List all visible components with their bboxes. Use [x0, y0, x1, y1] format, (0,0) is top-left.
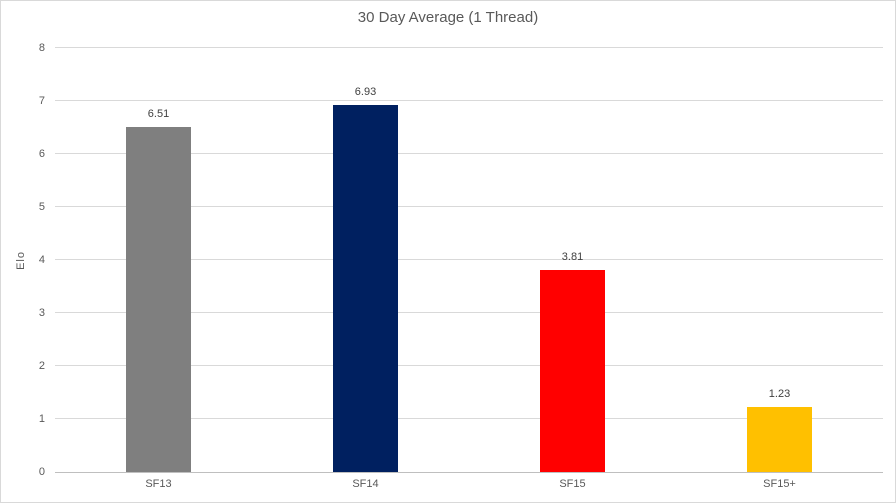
gridline-y-4: [55, 259, 883, 260]
gridline-y-7: [55, 100, 883, 101]
x-tick-label-sf14: SF14: [352, 478, 379, 490]
y-tick-label-4: 4: [38, 254, 45, 266]
gridline-y-5: [55, 206, 883, 207]
gridline-y-1: [55, 418, 883, 419]
chart-title: 30 Day Average (1 Thread): [357, 9, 539, 26]
gridline-y-3: [55, 312, 883, 313]
x-tick-label-sf13: SF13: [145, 478, 172, 490]
gridline-y-2: [55, 365, 883, 366]
y-tick-label-7: 7: [38, 95, 45, 107]
y-tick-label-1: 1: [38, 413, 45, 425]
x-tick-label-sf15: SF15: [559, 478, 586, 490]
y-tick-label-0: 0: [38, 466, 45, 478]
x-axis-line: [55, 472, 883, 473]
y-tick-label-8: 8: [38, 42, 45, 54]
bar-sf14: [333, 104, 398, 472]
y-tick-label-5: 5: [38, 201, 45, 213]
data-label-sf15+: 1.23: [768, 387, 791, 400]
x-tick-label-sf15+: SF15+: [763, 478, 796, 490]
data-label-sf13: 6.51: [147, 107, 170, 120]
y-tick-label-6: 6: [38, 148, 45, 160]
gridline-y-6: [55, 153, 883, 154]
bar-sf15: [540, 270, 605, 472]
y-tick-label-2: 2: [38, 360, 45, 372]
y-tick-label-3: 3: [38, 307, 45, 319]
data-label-sf14: 6.93: [354, 85, 377, 98]
bar-sf15+: [747, 406, 812, 472]
bar-sf13: [126, 126, 191, 472]
data-label-sf15: 3.81: [561, 251, 584, 264]
gridline-y-8: [55, 47, 883, 48]
plot-area: [55, 47, 883, 473]
